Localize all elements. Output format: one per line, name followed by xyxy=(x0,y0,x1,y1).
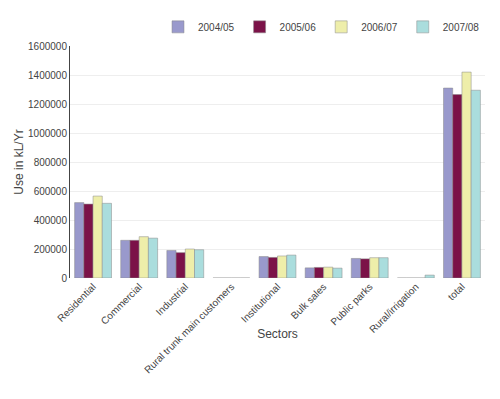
svg-text:2007/08: 2007/08 xyxy=(443,22,480,33)
svg-text:Public parks: Public parks xyxy=(328,281,374,327)
svg-text:600000: 600000 xyxy=(34,186,68,197)
svg-text:2005/06: 2005/06 xyxy=(280,22,317,33)
svg-text:2006/07: 2006/07 xyxy=(361,22,398,33)
svg-text:1400000: 1400000 xyxy=(28,70,67,81)
svg-text:Commercial: Commercial xyxy=(99,281,144,326)
svg-text:Use in kL/Yr: Use in kL/Yr xyxy=(12,129,26,194)
svg-text:total: total xyxy=(446,281,467,302)
svg-text:0: 0 xyxy=(61,273,67,284)
svg-text:Sectors: Sectors xyxy=(257,327,298,341)
svg-text:200000: 200000 xyxy=(34,244,68,255)
svg-text:1200000: 1200000 xyxy=(28,99,67,110)
svg-text:Rural/irrigation: Rural/irrigation xyxy=(367,281,421,335)
svg-text:Bulk sales: Bulk sales xyxy=(289,281,329,321)
svg-text:2004/05: 2004/05 xyxy=(198,22,235,33)
svg-text:Industrial: Industrial xyxy=(154,281,190,317)
svg-text:1600000: 1600000 xyxy=(28,41,67,52)
svg-text:Rural trunk main customers: Rural trunk main customers xyxy=(142,281,236,375)
svg-text:1000000: 1000000 xyxy=(28,128,67,139)
svg-text:Residential: Residential xyxy=(55,281,98,324)
svg-text:Institutional: Institutional xyxy=(239,281,283,325)
svg-text:400000: 400000 xyxy=(34,215,68,226)
svg-text:800000: 800000 xyxy=(34,157,68,168)
